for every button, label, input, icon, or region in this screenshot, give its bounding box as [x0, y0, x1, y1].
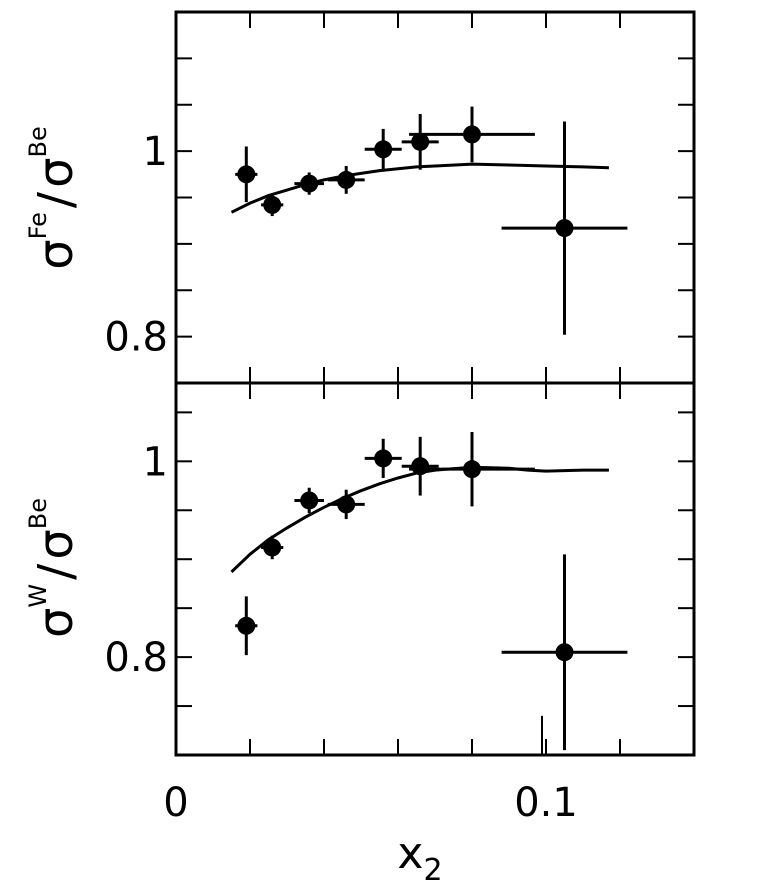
bottom-ylabel-slash: / — [28, 563, 84, 580]
top-ylabel-sigma1: σ — [28, 239, 84, 269]
top-data-point — [463, 125, 481, 144]
bottom-ytick-label-1: 1 — [143, 439, 168, 485]
bottom-panel-data — [230, 431, 628, 755]
top-data-point — [263, 195, 282, 214]
bottom-data-point — [263, 538, 282, 557]
bottom-panel-frame — [174, 381, 696, 757]
bottom-ylabel-sup1: W — [24, 584, 52, 608]
top-data-point — [555, 219, 574, 238]
bottom-data-point — [237, 616, 256, 635]
top-ytick-label-0.8: 0.8 — [104, 315, 168, 361]
top-data-point — [237, 165, 256, 184]
top-ylabel-sigma2: σ — [28, 157, 84, 187]
bottom-data-point — [463, 460, 481, 479]
bottom-data-point — [300, 491, 319, 510]
bottom-data-point — [374, 449, 393, 468]
top-data-point — [300, 174, 319, 193]
bottom-y-axis-label: σW/σBe — [24, 498, 84, 638]
top-data-point — [374, 140, 393, 159]
top-data-point — [411, 132, 430, 151]
top-y-axis-label: σFe/σBe — [24, 126, 84, 270]
x-axis-label-sub: 2 — [423, 853, 442, 888]
x-axis-label-main: x — [397, 828, 423, 879]
xtick-label-0: 0 — [163, 780, 188, 826]
bottom-ylabel-sigma2: σ — [28, 529, 84, 559]
top-ytick-label-1: 1 — [143, 129, 168, 175]
x-axis-label: x2 — [397, 828, 442, 888]
bottom-data-point — [555, 643, 574, 662]
top-panel-ticks — [176, 12, 694, 383]
top-panel-frame — [174, 10, 696, 385]
top-panel-data — [230, 106, 628, 335]
svg-text:σFe/σBe: σFe/σBe — [24, 126, 84, 270]
top-data-point — [337, 170, 356, 189]
svg-text:σW/σBe: σW/σBe — [24, 498, 84, 638]
top-model-curve — [230, 162, 609, 214]
bottom-ylabel-sup2: Be — [24, 498, 52, 529]
bottom-data-point — [337, 495, 356, 514]
bottom-panel-ticks — [176, 383, 694, 755]
top-ylabel-slash: / — [28, 191, 84, 208]
top-ylabel-sup1: Fe — [24, 212, 52, 239]
xtick-label-0.1: 0.1 — [514, 780, 578, 826]
bottom-ylabel-sigma1: σ — [28, 608, 84, 638]
bottom-data-point — [411, 457, 430, 476]
top-ylabel-sup2: Be — [24, 126, 52, 157]
bottom-ytick-label-0.8: 0.8 — [104, 635, 168, 681]
